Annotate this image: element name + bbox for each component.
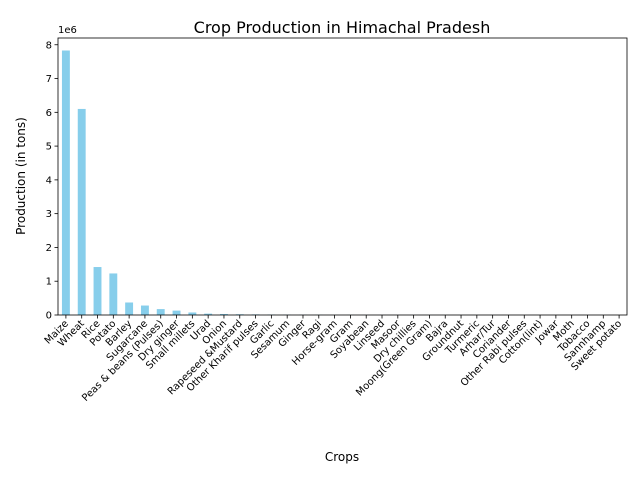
bar-onion bbox=[220, 313, 228, 315]
bar-rice bbox=[93, 267, 102, 315]
y-tick-label: 1 bbox=[46, 277, 52, 288]
bar-peas-beans-pulses bbox=[156, 309, 165, 315]
axes-frame bbox=[57, 37, 628, 316]
y-tick-label: 3 bbox=[46, 209, 52, 220]
y-tick-label: 8 bbox=[46, 40, 52, 51]
y-tick-label: 4 bbox=[46, 175, 52, 186]
y-tick-label: 0 bbox=[46, 311, 52, 322]
bar-potato bbox=[109, 273, 118, 315]
y-tick-label: 7 bbox=[46, 74, 52, 85]
y-offset-label: 1e6 bbox=[58, 25, 77, 36]
bar-sugarcane bbox=[140, 305, 149, 315]
bar-dry-ginger bbox=[172, 310, 181, 315]
chart-title: Crop Production in Himachal Pradesh bbox=[194, 18, 491, 37]
bar-barley bbox=[125, 302, 134, 315]
y-axis-label: Production (in tons) bbox=[14, 117, 28, 235]
bar-maize bbox=[61, 50, 70, 315]
x-axis-label: Crops bbox=[325, 450, 359, 464]
y-tick-label: 5 bbox=[46, 142, 52, 153]
y-tick-label: 6 bbox=[46, 108, 52, 119]
bar-small-millets bbox=[188, 312, 197, 315]
bar-wheat bbox=[77, 108, 86, 315]
bar-urad bbox=[204, 313, 213, 315]
y-tick-label: 2 bbox=[46, 243, 52, 254]
y-axis-ticks: 0 1 2 3 4 5 6 7 8 bbox=[46, 40, 58, 322]
